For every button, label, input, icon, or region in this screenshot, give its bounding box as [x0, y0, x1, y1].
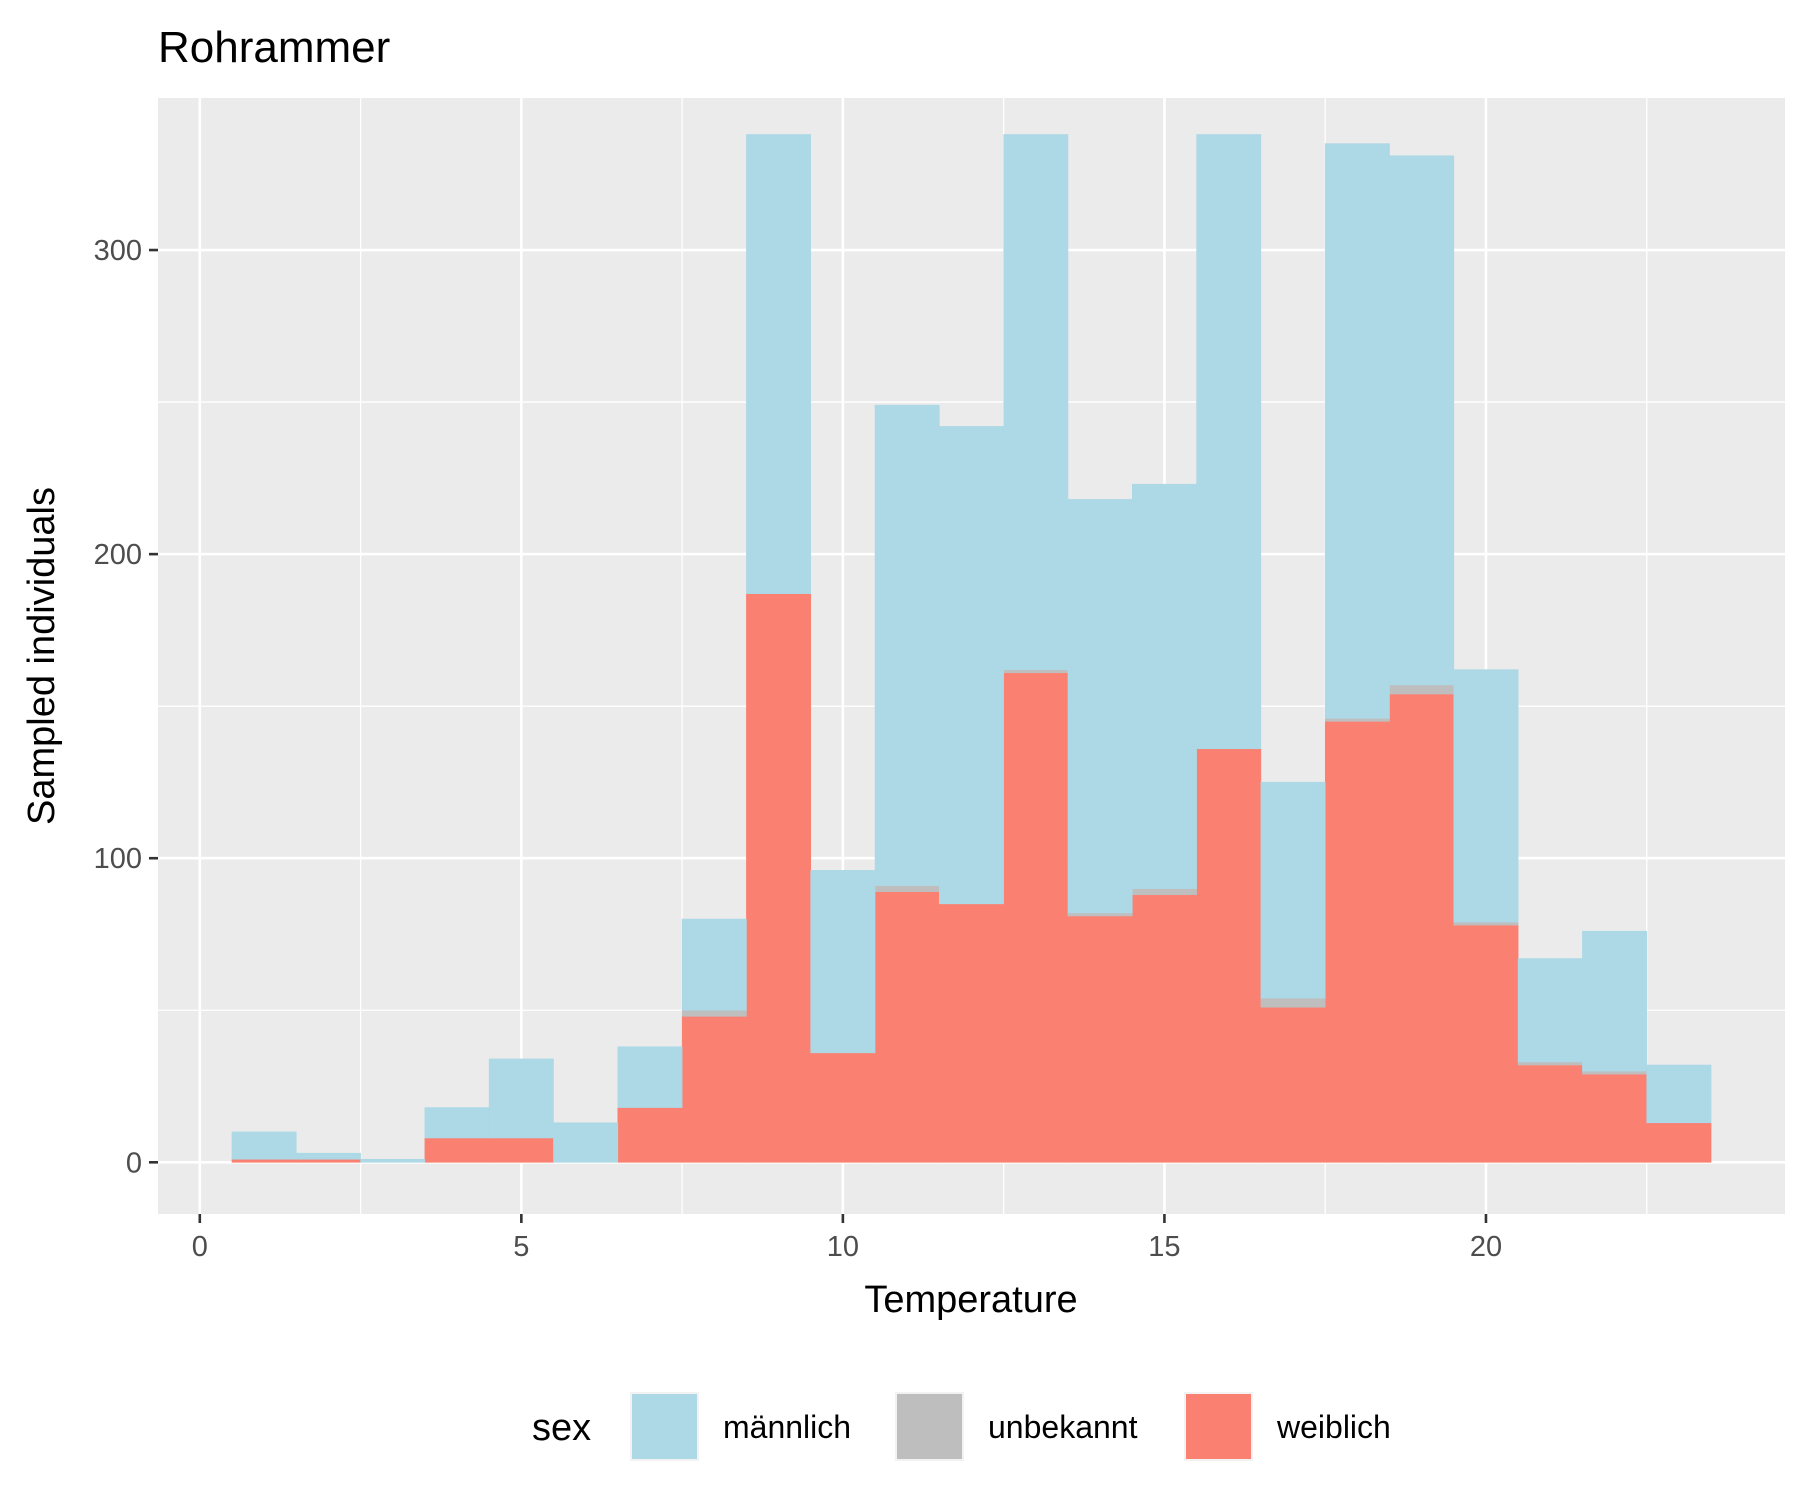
- x-tick-label: 15: [1148, 1231, 1180, 1263]
- x-tick-label: 5: [513, 1231, 529, 1263]
- bar-männlich: [1260, 781, 1326, 999]
- bar-unbekannt: [1324, 718, 1390, 722]
- bar-unbekannt: [1260, 997, 1326, 1008]
- x-axis-label: Temperature: [864, 1279, 1077, 1321]
- bar-weiblich: [1453, 924, 1519, 1163]
- bar-weiblich: [874, 891, 940, 1163]
- bar-männlich: [617, 1046, 683, 1108]
- bar-weiblich: [1517, 1064, 1583, 1163]
- y-tick-label: 200: [94, 539, 142, 571]
- bar-weiblich: [1260, 1006, 1326, 1163]
- bar-männlich: [746, 134, 812, 594]
- legend-key-swatch: [896, 1393, 963, 1460]
- bar-unbekannt: [1003, 669, 1069, 674]
- bar-weiblich: [1131, 894, 1197, 1163]
- bars: [231, 134, 1712, 1163]
- x-tick-label: 20: [1470, 1231, 1502, 1263]
- bar-männlich: [874, 404, 940, 886]
- y-tick-label: 300: [94, 235, 142, 267]
- bar-männlich: [1324, 143, 1390, 719]
- legend: sex männlich unbekannt weiblich: [532, 1392, 1391, 1461]
- bar-männlich: [1453, 669, 1519, 923]
- bar-unbekannt: [1389, 684, 1455, 695]
- bar-männlich: [810, 870, 876, 1054]
- bar-unbekannt: [1131, 888, 1197, 896]
- legend-key-swatch: [631, 1393, 698, 1460]
- x-tick-label: 10: [827, 1231, 859, 1263]
- bar-männlich: [1196, 134, 1262, 750]
- bar-männlich: [424, 1107, 490, 1139]
- bar-weiblich: [1646, 1122, 1712, 1163]
- bar-weiblich: [1196, 748, 1262, 1163]
- bar-männlich: [295, 1152, 361, 1160]
- bar-männlich: [553, 1122, 619, 1163]
- bar-männlich: [360, 1158, 426, 1163]
- bar-unbekannt: [874, 885, 940, 892]
- legend-label: weiblich: [1276, 1409, 1391, 1445]
- bar-männlich: [939, 426, 1004, 905]
- bar-weiblich: [231, 1158, 297, 1163]
- bar-unbekannt: [1517, 1061, 1583, 1066]
- bar-unbekannt: [1453, 921, 1519, 926]
- bar-männlich: [1517, 958, 1583, 1063]
- x-tick-label: 0: [192, 1231, 208, 1263]
- y-tick-label: 0: [126, 1147, 142, 1179]
- bar-männlich: [488, 1058, 554, 1139]
- bar-weiblich: [746, 593, 812, 1163]
- bar-unbekannt: [1067, 912, 1133, 917]
- chart-title: Rohrammer: [158, 23, 390, 72]
- bar-männlich: [1582, 930, 1648, 1072]
- bar-weiblich: [424, 1137, 490, 1163]
- legend-items: männlich unbekannt weiblich: [630, 1392, 1391, 1461]
- y-axis: 0 100 200 300: [94, 235, 158, 1179]
- bar-weiblich: [1582, 1073, 1648, 1163]
- bar-weiblich: [810, 1052, 876, 1163]
- bar-männlich: [1646, 1064, 1712, 1124]
- bar-weiblich: [681, 1016, 747, 1163]
- bar-weiblich: [488, 1137, 554, 1163]
- bar-unbekannt: [681, 1009, 747, 1017]
- bar-unbekannt: [1582, 1070, 1648, 1075]
- legend-label: männlich: [723, 1409, 851, 1445]
- bar-weiblich: [939, 903, 1004, 1163]
- bar-weiblich: [1003, 672, 1069, 1163]
- bar-männlich: [1389, 155, 1455, 686]
- bar-weiblich: [295, 1158, 361, 1163]
- bar-weiblich: [1324, 721, 1390, 1163]
- bar-männlich: [1067, 499, 1133, 914]
- bar-männlich: [1131, 483, 1197, 889]
- x-axis: 0 5 10 15 20: [192, 1214, 1502, 1263]
- legend-label: unbekannt: [988, 1409, 1138, 1445]
- bar-weiblich: [1067, 915, 1133, 1163]
- bar-männlich: [1003, 134, 1069, 670]
- legend-key-swatch: [1185, 1393, 1252, 1460]
- y-axis-label: Sampled individuals: [21, 487, 63, 825]
- y-tick-label: 100: [94, 843, 142, 875]
- bar-männlich: [231, 1131, 297, 1160]
- bar-männlich: [681, 918, 747, 1011]
- bar-weiblich: [617, 1107, 683, 1163]
- legend-title: sex: [532, 1407, 591, 1449]
- bar-weiblich: [1389, 693, 1455, 1163]
